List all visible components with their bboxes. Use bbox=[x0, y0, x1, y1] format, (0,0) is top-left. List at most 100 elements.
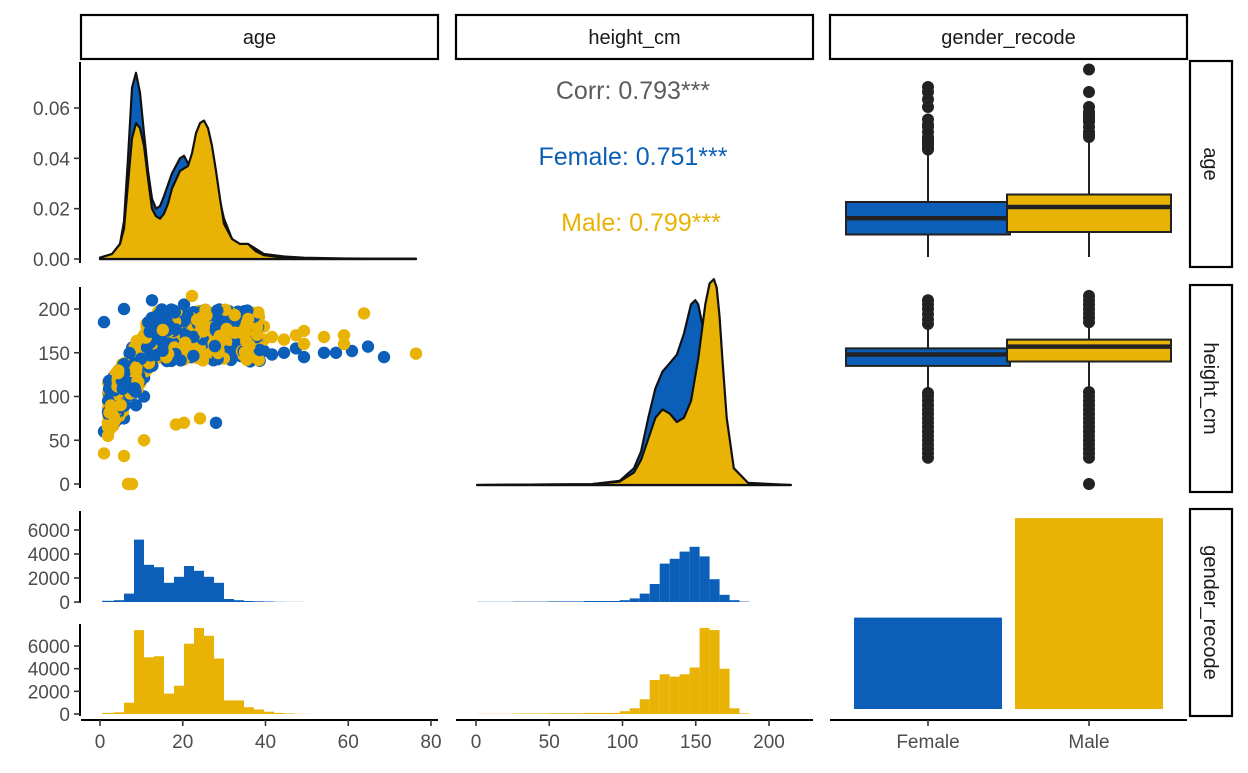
gender-count-bar-male bbox=[1015, 518, 1163, 709]
height-hist-female-bar bbox=[680, 552, 690, 602]
scatter-point-female bbox=[298, 351, 310, 363]
strip-top-gender-recode-label: gender_recode bbox=[941, 27, 1076, 49]
height-hist-female-bar bbox=[620, 600, 630, 602]
scatter-point-male bbox=[98, 447, 110, 459]
age-boxplot-box-male bbox=[1007, 195, 1171, 233]
scatter-point-male bbox=[106, 408, 118, 420]
age-hist-female-bar bbox=[134, 540, 144, 602]
scatter-point-male bbox=[410, 347, 422, 359]
density-y-axis-tick-label: 0.00 bbox=[33, 250, 70, 271]
scatter-point-male bbox=[318, 331, 330, 343]
height-hist-female-bar bbox=[660, 564, 670, 602]
height-hist-male-bar bbox=[584, 713, 620, 714]
age-hist-male-bar bbox=[194, 628, 204, 714]
height-hist-male-bar bbox=[513, 714, 549, 715]
age-hist-female-bar bbox=[154, 567, 164, 602]
strip-right-age: age bbox=[1190, 61, 1232, 267]
scatter-point-female bbox=[378, 351, 390, 363]
scatter-point-male bbox=[178, 417, 190, 429]
age-x-axis-tick-label: 20 bbox=[172, 732, 193, 753]
scatter-point-male bbox=[197, 325, 209, 337]
height-hist-female-bar bbox=[720, 595, 730, 602]
height-hist-male-bar bbox=[620, 711, 630, 714]
count-y-axis-male-tick-label: 4000 bbox=[28, 660, 70, 681]
height-hist-female-bar bbox=[630, 598, 640, 602]
height-hist-male-bar bbox=[680, 674, 690, 714]
height-y-axis-tick-label: 150 bbox=[38, 344, 70, 365]
count-y-axis-male-tick-label: 0 bbox=[59, 705, 70, 726]
age-hist-male-bar bbox=[244, 707, 254, 714]
age-hist-female-bar bbox=[144, 565, 154, 602]
age-hist-female-bar bbox=[224, 599, 234, 602]
strip-right-age-label: age bbox=[1199, 147, 1221, 180]
height-boxplot-outlier-male bbox=[1083, 478, 1095, 490]
age-hist-male-bar bbox=[174, 686, 184, 714]
density-y-axis-tick-label: 0.06 bbox=[33, 99, 70, 120]
scatter-point-male bbox=[112, 364, 124, 376]
height-x-axis-tick-label: 100 bbox=[607, 732, 639, 753]
age-hist-female-bar bbox=[184, 566, 194, 602]
scatter-point-male bbox=[358, 307, 370, 319]
scatter-point-male bbox=[186, 290, 198, 302]
scatter-point-male bbox=[118, 450, 130, 462]
scatter-point-male bbox=[251, 329, 263, 341]
age-hist-female-bar bbox=[124, 594, 134, 602]
height-hist-female-bar bbox=[584, 601, 620, 602]
scatter-point-male bbox=[298, 325, 310, 337]
height-y-axis-tick-label: 100 bbox=[38, 388, 70, 409]
density-y-axis-tick-label: 0.04 bbox=[33, 149, 70, 170]
age-hist-male-bar bbox=[144, 657, 154, 714]
height-hist-female-bar bbox=[640, 594, 650, 602]
scatter-point-female bbox=[146, 312, 158, 324]
scatter-point-male bbox=[200, 309, 212, 321]
correlation-panel: Corr: 0.793*** Female: 0.751*** Male: 0.… bbox=[538, 77, 727, 237]
age-hist-male-bar bbox=[234, 700, 244, 714]
height-hist-male-bar bbox=[720, 669, 730, 714]
height-x-axis-tick-label: 200 bbox=[753, 732, 785, 753]
age-hist-female-bar bbox=[214, 583, 224, 602]
height-y-axis-tick-label: 50 bbox=[49, 431, 70, 452]
strip-right-gender-recode-label: gender_recode bbox=[1199, 545, 1221, 680]
age-x-axis-tick-label: 0 bbox=[95, 732, 106, 753]
scatter-point-male bbox=[126, 478, 138, 490]
height-hist-male-bar bbox=[630, 708, 640, 714]
height-hist-male-bar bbox=[730, 708, 740, 714]
age-hist-female-bar bbox=[164, 583, 174, 602]
age-hist-male-bar bbox=[154, 656, 164, 714]
scatter-point-female bbox=[156, 345, 168, 357]
age-x-axis-tick-label: 80 bbox=[420, 732, 441, 753]
count-y-axis-female-tick-label: 2000 bbox=[28, 569, 70, 590]
height-boxplot-outlier-male bbox=[1083, 386, 1095, 398]
age-hist-male-bar bbox=[224, 700, 234, 714]
height-x-axis-tick-label: 0 bbox=[471, 732, 482, 753]
age-hist-male-bar bbox=[214, 659, 224, 715]
height-y-axis-tick-label: 0 bbox=[59, 475, 70, 496]
age-hist-male-bar bbox=[274, 713, 284, 714]
height-hist-female-bar bbox=[650, 584, 660, 602]
height-hist-male-bar bbox=[670, 677, 680, 714]
scatter-point-female bbox=[174, 354, 186, 366]
height-hist-female-bar bbox=[690, 547, 700, 602]
strip-right-height-cm-label: height_cm bbox=[1199, 342, 1221, 434]
scatter-point-female bbox=[98, 316, 110, 328]
age-boxplot-outlier-female bbox=[922, 81, 934, 93]
age-hist-male-bar bbox=[102, 713, 114, 714]
age-hist-male-bar bbox=[254, 710, 264, 715]
scatter-point-female bbox=[210, 417, 222, 429]
height-boxplot-box-male bbox=[1007, 340, 1171, 362]
corr-female-text: Female: 0.751*** bbox=[538, 143, 727, 171]
height-hist-female-bar bbox=[710, 579, 720, 602]
scatter-point-female bbox=[187, 350, 199, 362]
height-boxplot-box-female bbox=[846, 348, 1010, 366]
age-hist-male-bar bbox=[264, 712, 274, 714]
height-hist-male-bar bbox=[548, 713, 584, 714]
age-boxplot-outlier-male bbox=[1083, 86, 1095, 98]
height-hist-female-bar bbox=[730, 600, 740, 602]
count-y-axis-female-tick-label: 6000 bbox=[28, 521, 70, 542]
age-hist-male-bar bbox=[284, 713, 294, 714]
height-hist-male-bar bbox=[690, 668, 700, 715]
scatter-point-female bbox=[118, 303, 130, 315]
age-boxplot-outlier-female bbox=[922, 114, 934, 126]
scatter-point-male bbox=[194, 412, 206, 424]
